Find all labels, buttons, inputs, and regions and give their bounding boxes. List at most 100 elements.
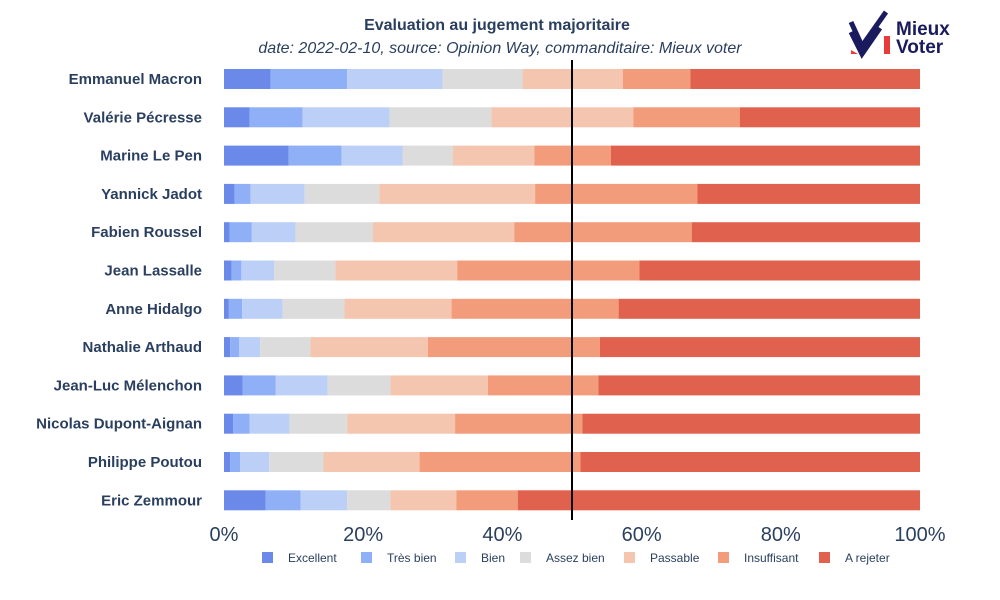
bar-segment[interactable] xyxy=(697,183,920,204)
bar-segment[interactable] xyxy=(230,337,240,358)
legend-label: A rejeter xyxy=(845,551,890,565)
bar-segment[interactable] xyxy=(224,298,229,319)
bar-segment[interactable] xyxy=(233,413,250,434)
bar-segment[interactable] xyxy=(451,298,619,319)
bar-segment[interactable] xyxy=(224,222,230,243)
bar-segment[interactable] xyxy=(260,337,311,358)
bar-segment[interactable] xyxy=(295,222,373,243)
bar-segment[interactable] xyxy=(234,183,251,204)
bar-segment[interactable] xyxy=(402,145,453,166)
bar-segment[interactable] xyxy=(487,375,599,396)
bar-segment[interactable] xyxy=(419,452,581,472)
bar-segment[interactable] xyxy=(275,375,328,396)
bar-segment[interactable] xyxy=(240,452,270,472)
bar-segment[interactable] xyxy=(690,69,920,89)
bar-segment[interactable] xyxy=(457,260,640,281)
bar-segment[interactable] xyxy=(344,298,452,319)
bar-segment[interactable] xyxy=(390,490,457,511)
legend-item[interactable]: Excellent xyxy=(262,551,337,565)
bar-segment[interactable] xyxy=(323,452,420,472)
bar-segment[interactable] xyxy=(224,413,234,434)
legend-item[interactable]: A rejeter xyxy=(819,551,890,565)
bar-segment[interactable] xyxy=(427,337,600,358)
bar-segment[interactable] xyxy=(224,452,231,472)
bar-segment[interactable] xyxy=(517,490,920,511)
legend-label: Très bien xyxy=(387,551,437,565)
legend-label: Bien xyxy=(481,551,505,565)
bar-segment[interactable] xyxy=(228,298,243,319)
bar-segment[interactable] xyxy=(327,375,391,396)
legend-swatch xyxy=(455,552,466,563)
bar-segment[interactable] xyxy=(229,222,252,243)
bar-segment[interactable] xyxy=(224,260,232,281)
bar-segment[interactable] xyxy=(282,298,345,319)
bar-segment[interactable] xyxy=(224,490,266,511)
bar-segment[interactable] xyxy=(347,69,443,89)
legend-item[interactable]: Insuffisant xyxy=(718,551,799,565)
bar-segment[interactable] xyxy=(310,337,428,358)
bar-segment[interactable] xyxy=(379,183,536,204)
bar-segment[interactable] xyxy=(302,107,390,128)
bar-segment[interactable] xyxy=(250,183,305,204)
bar-segment[interactable] xyxy=(224,145,289,166)
bar-segment[interactable] xyxy=(270,69,348,89)
bar-segment[interactable] xyxy=(249,413,290,434)
bar-segment[interactable] xyxy=(691,222,920,243)
bar-segment[interactable] xyxy=(224,107,250,128)
bar-segment[interactable] xyxy=(347,413,456,434)
bar-segment[interactable] xyxy=(289,413,348,434)
candidate-label: Fabien Roussel xyxy=(91,224,202,241)
bar-segment[interactable] xyxy=(599,337,920,358)
bar-segment[interactable] xyxy=(230,452,241,472)
bar-segment[interactable] xyxy=(251,222,296,243)
logo-red-corner xyxy=(851,50,858,54)
bar-segment[interactable] xyxy=(610,145,920,166)
bar-segment[interactable] xyxy=(241,260,275,281)
legend-item[interactable]: Bien xyxy=(455,551,505,565)
bar-segment[interactable] xyxy=(224,375,243,396)
bar-segment[interactable] xyxy=(242,375,276,396)
legend-item[interactable]: Passable xyxy=(624,551,700,565)
bar-segment[interactable] xyxy=(455,413,583,434)
bar-segment[interactable] xyxy=(491,107,634,128)
bar-segment[interactable] xyxy=(452,145,535,166)
bar-segment[interactable] xyxy=(335,260,458,281)
legend-swatch xyxy=(624,552,635,563)
candidate-label: Anne Hidalgo xyxy=(105,301,202,318)
bar-segment[interactable] xyxy=(239,337,261,358)
legend-item[interactable]: Très bien xyxy=(361,551,437,565)
bar-segment[interactable] xyxy=(639,260,920,281)
bar-segment[interactable] xyxy=(739,107,920,128)
bar-segment[interactable] xyxy=(249,107,303,128)
bar-segment[interactable] xyxy=(231,260,242,281)
bar-segment[interactable] xyxy=(265,490,301,511)
bar-segment[interactable] xyxy=(622,69,691,89)
bar-segment[interactable] xyxy=(390,375,488,396)
candidate-label: Philippe Poutou xyxy=(88,454,202,471)
bar-segment[interactable] xyxy=(347,490,391,511)
bar-segment[interactable] xyxy=(580,452,920,472)
bar-segment[interactable] xyxy=(224,183,235,204)
bar-segment[interactable] xyxy=(288,145,342,166)
bar-segment[interactable] xyxy=(372,222,515,243)
candidate-label: Jean Lassalle xyxy=(104,263,202,280)
bar-segment[interactable] xyxy=(582,413,920,434)
bar-segment[interactable] xyxy=(598,375,920,396)
bar-segment[interactable] xyxy=(442,69,523,89)
bar-segment[interactable] xyxy=(224,69,271,89)
bar-segment[interactable] xyxy=(300,490,348,511)
bar-segment[interactable] xyxy=(633,107,740,128)
bar-segment[interactable] xyxy=(514,222,692,243)
bar-segment[interactable] xyxy=(269,452,324,472)
bar-segment[interactable] xyxy=(618,298,920,319)
bar-segment[interactable] xyxy=(456,490,518,511)
bar-segment[interactable] xyxy=(242,298,283,319)
legend-swatch xyxy=(520,552,531,563)
bar-segment[interactable] xyxy=(224,337,231,358)
bar-segment[interactable] xyxy=(535,183,698,204)
bar-segment[interactable] xyxy=(341,145,403,166)
bar-segment[interactable] xyxy=(274,260,336,281)
bar-segment[interactable] xyxy=(389,107,492,128)
legend-item[interactable]: Assez bien xyxy=(520,551,605,565)
bar-segment[interactable] xyxy=(304,183,380,204)
